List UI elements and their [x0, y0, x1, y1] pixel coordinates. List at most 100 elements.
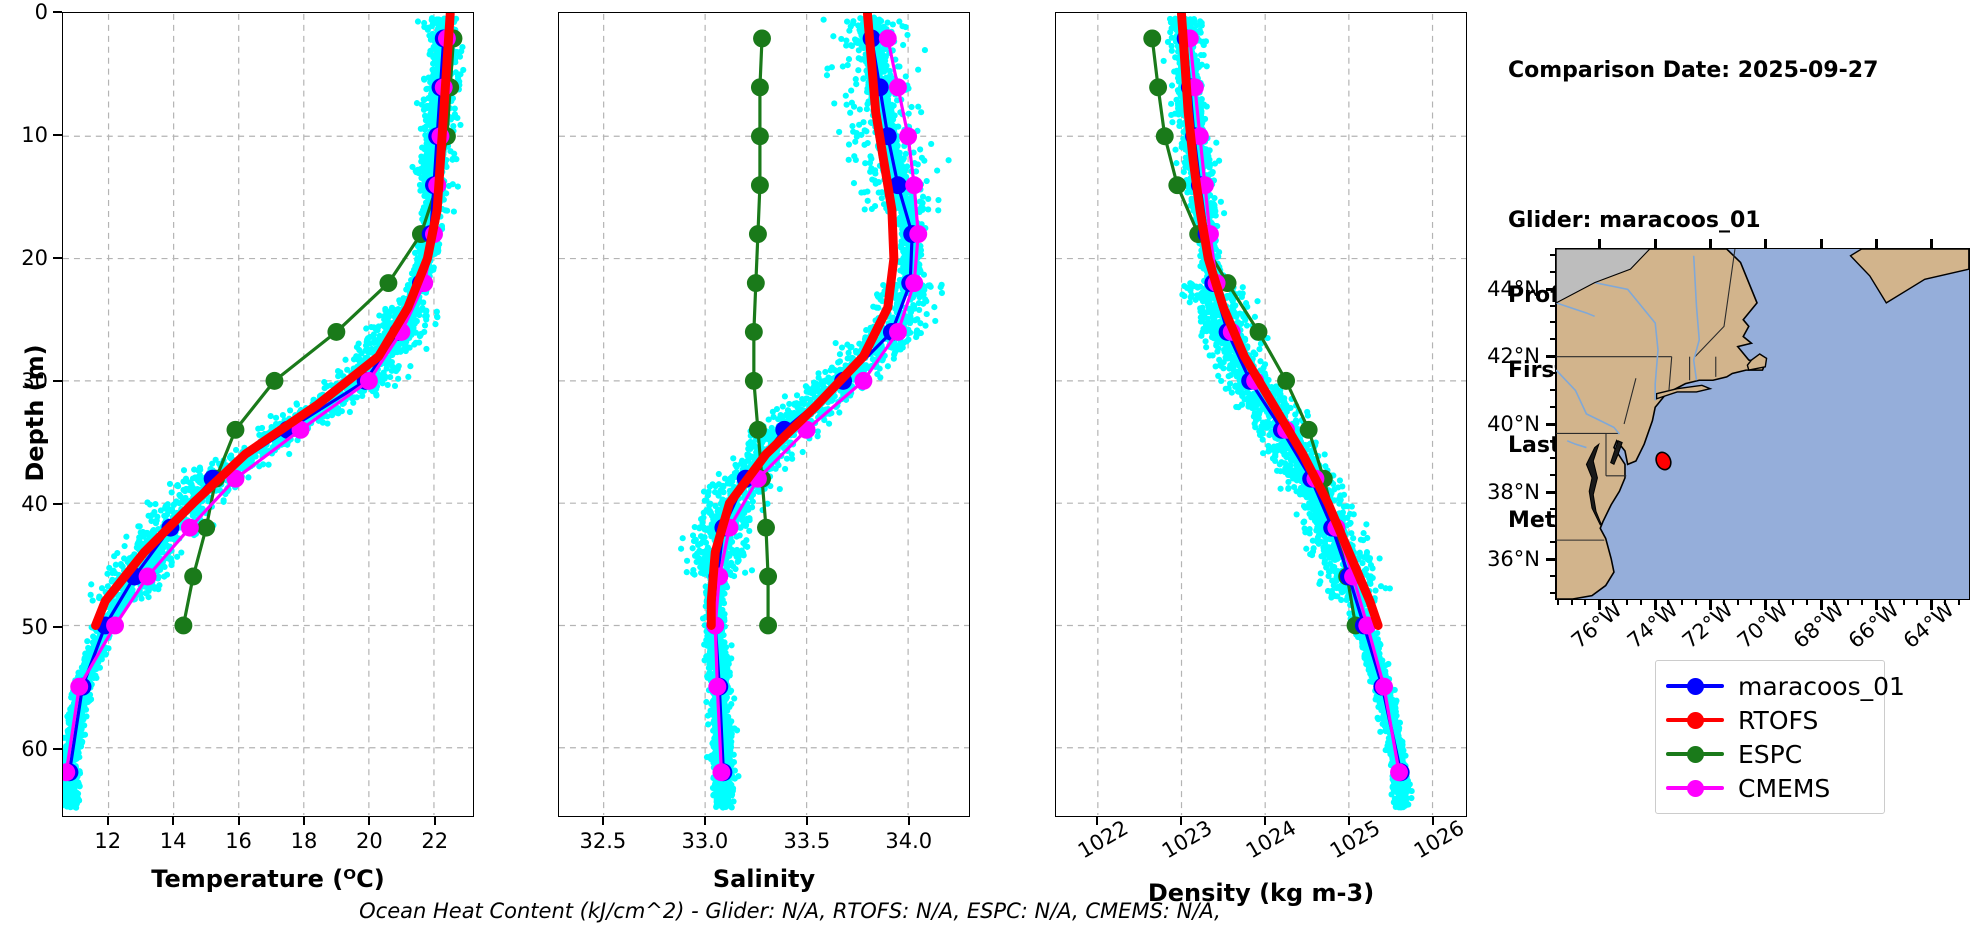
legend-item-maracoos_01[interactable]: maracoos_01 [1666, 669, 1905, 703]
x-tick-mark [237, 817, 240, 825]
depth-tick-label: 40 [21, 491, 48, 516]
map-lat-minor-tick [1550, 507, 1555, 510]
map-lon-top-tick [1598, 239, 1602, 249]
map-lon-minor-tick [1695, 600, 1698, 605]
x-tick-label: 1025 [1326, 815, 1385, 864]
x-tick-label: 22 [421, 829, 449, 853]
map-lon-top-tick [1930, 239, 1934, 249]
depth-tick-label: 10 [21, 122, 48, 147]
map-lon-top-tick [1708, 239, 1712, 249]
map-area[interactable] [1555, 248, 1970, 600]
coastline-map-svg [1556, 249, 1969, 599]
plot-area-temperature[interactable] [62, 12, 474, 817]
map-lon-minor-tick [1625, 600, 1628, 605]
map-lon-minor-tick [1612, 600, 1615, 605]
map-lon-label: 68°W [1788, 597, 1849, 654]
map-lon-minor-tick [1570, 600, 1573, 605]
map-lon-top-tick [1874, 239, 1878, 249]
map-lon-minor-tick [1778, 600, 1781, 605]
x-tick-mark [302, 817, 305, 825]
map-lon-minor-tick [1847, 600, 1850, 605]
map-lat-label: 42°N [1487, 344, 1540, 369]
map-lon-tick-mark [1708, 600, 1712, 610]
map-lon-tick-mark [1653, 600, 1657, 610]
map-lat-minor-tick [1550, 524, 1555, 527]
legend-item-espc[interactable]: ESPC [1666, 737, 1872, 771]
map-lon-minor-tick [1639, 600, 1642, 605]
x-tick-label: 14 [159, 829, 187, 853]
map-lat-minor-tick [1550, 456, 1555, 459]
map-lon-minor-tick [1584, 600, 1587, 605]
y-tick-mark [53, 256, 62, 259]
y-tick-mark [53, 625, 62, 628]
map-lat-minor-tick [1550, 439, 1555, 442]
map-lat-label: 38°N [1487, 479, 1540, 504]
x-tick-label: 1023 [1157, 815, 1217, 864]
map-lat-minor-tick [1550, 304, 1555, 307]
map-lon-tick-mark [1598, 600, 1602, 610]
plot-area-salinity[interactable] [558, 12, 970, 817]
plot-area-density[interactable] [1055, 12, 1467, 817]
map-lon-minor-tick [1722, 600, 1725, 605]
legend-line-swatch [1666, 677, 1724, 695]
legend-label: RTOFS [1738, 705, 1819, 735]
map-lat-label: 36°N [1487, 547, 1540, 572]
map-lon-minor-tick [1916, 600, 1919, 605]
map-lon-label: 64°W [1899, 597, 1959, 654]
ocean-heat-content-footer: Ocean Heat Content (kJ/cm^2) - Glider: N… [359, 899, 1221, 923]
x-tick-mark [1348, 817, 1351, 825]
map-lat-minor-tick [1550, 592, 1555, 595]
x-tick-mark [1180, 817, 1183, 825]
legend-item-cmems[interactable]: CMEMS [1666, 771, 1872, 805]
x-tick-label: 16 [225, 829, 252, 853]
map-lon-minor-tick [1902, 600, 1905, 605]
y-tick-mark [53, 748, 62, 751]
x-tick-label: 1024 [1242, 815, 1301, 864]
x-tick-label: 1026 [1410, 815, 1469, 864]
map-lat-minor-tick [1550, 270, 1555, 273]
map-lat-minor-tick [1550, 253, 1555, 256]
y-tick-mark [53, 133, 62, 136]
map-lat-minor-tick [1550, 541, 1555, 544]
legend-label: maracoos_01 [1738, 671, 1905, 701]
depth-tick-label: 60 [21, 737, 48, 762]
info-spacer [1508, 133, 1878, 158]
depth-tick-label: 20 [21, 245, 48, 270]
depth-tick-label: 30 [21, 368, 48, 393]
depth-axis-label: Depth (m) [21, 343, 49, 482]
map-lon-minor-tick [1861, 600, 1864, 605]
map-lat-tick-mark [1546, 355, 1555, 359]
x-tick-label: 1022 [1073, 815, 1133, 864]
y-tick-mark [53, 11, 62, 13]
map-lat-label: 40°N [1487, 412, 1540, 436]
map-lon-tick-mark [1930, 600, 1934, 610]
map-lat-minor-tick [1550, 321, 1555, 324]
x-tick-mark [1096, 817, 1099, 825]
series-legend[interactable]: maracoos_01 RTOFS ESPC CMEMS [1655, 660, 1905, 814]
map-lat-minor-tick [1550, 575, 1555, 578]
x-tick-label: 32.5 [579, 829, 627, 853]
map-lat-label: 44°N [1487, 276, 1540, 301]
map-lon-label: 76°W [1567, 597, 1627, 654]
legend-line-swatch [1666, 745, 1724, 763]
x-tick-mark [805, 817, 808, 825]
x-tick-label: 33.0 [681, 829, 729, 853]
x-tick-mark [1264, 817, 1267, 825]
x-tick-mark [433, 817, 436, 825]
map-lon-label: 66°W [1843, 597, 1904, 654]
legend-line-swatch [1666, 779, 1724, 797]
legend-item-rtofs[interactable]: RTOFS [1666, 703, 1872, 737]
glider-name-text: Glider: maracoos_01 [1508, 208, 1761, 233]
map-lat-minor-tick [1550, 372, 1555, 375]
map-lon-minor-tick [1750, 600, 1753, 605]
map-lat-minor-tick [1550, 338, 1555, 341]
depth-tick-label: 0 [34, 0, 48, 24]
map-lon-top-tick [1819, 239, 1823, 249]
depth-tick-label: 50 [21, 614, 48, 639]
comparison-date-text: Comparison Date: 2025-09-27 [1508, 58, 1879, 83]
y-tick-mark [53, 379, 62, 382]
x-tick-mark [106, 817, 109, 825]
map-lat-tick-mark [1546, 490, 1555, 494]
legend-label: CMEMS [1738, 773, 1831, 803]
map-lat-tick-mark [1546, 558, 1555, 562]
